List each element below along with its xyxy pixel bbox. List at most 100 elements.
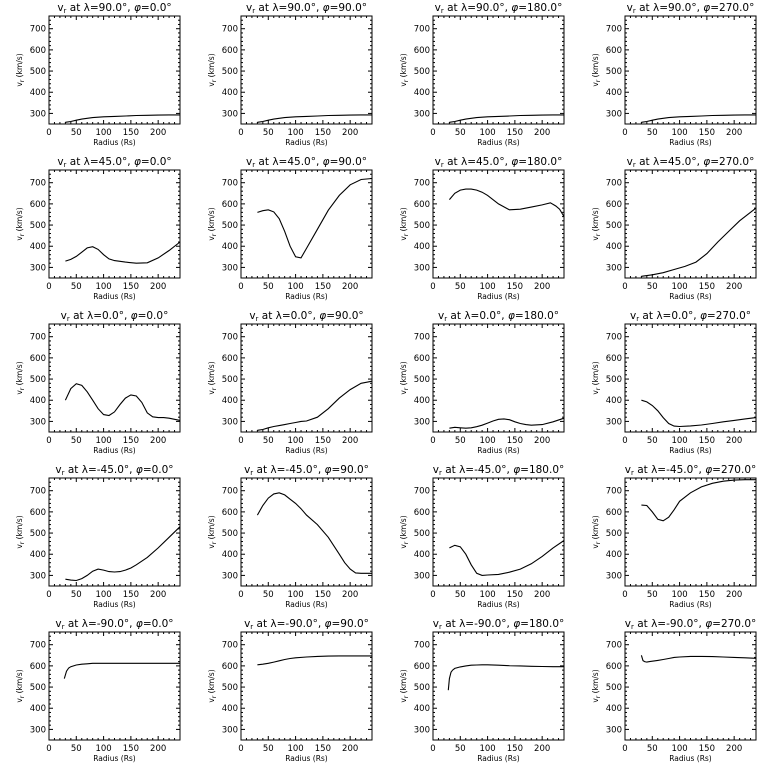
chart-panel: vr at λ=90.0°, φ=180.0° 0 50 100 150 200 300 40…: [399, 2, 565, 147]
chart-panel: vr at λ=-90.0°, φ=0.0° 0 50 100 150 200 300 400…: [15, 618, 181, 763]
x-axis-label: Radius (Rs): [285, 600, 328, 609]
chart-title: vr at λ=-90.0°, φ=180.0°: [433, 618, 565, 631]
y-tick-label: 600: [606, 662, 622, 672]
x-tick-label: 150: [315, 436, 331, 446]
x-tick-label: 100: [287, 744, 303, 754]
y-tick-label: 600: [606, 354, 622, 364]
x-tick-label: 0: [430, 128, 435, 138]
y-tick-label: 600: [606, 200, 622, 210]
y-axis-label: vr (km/s): [399, 669, 410, 702]
x-tick-label: 150: [507, 744, 523, 754]
x-tick-label: 0: [622, 128, 627, 138]
x-tick-label: 150: [507, 436, 523, 446]
y-tick-label: 700: [30, 25, 46, 35]
chart-panel: vr at λ=90.0°, φ=270.0° 0 50 100 150 200 300 40…: [591, 2, 757, 147]
y-axis-label: vr (km/s): [207, 515, 218, 548]
chart-title: vr at λ=-90.0°, φ=90.0°: [244, 618, 369, 631]
x-tick-label: 100: [671, 744, 687, 754]
y-tick-label: 600: [30, 200, 46, 210]
x-tick-label: 50: [455, 282, 466, 292]
plot-frame: [624, 15, 757, 125]
y-tick-label: 700: [606, 179, 622, 189]
x-tick-label: 100: [95, 128, 111, 138]
y-tick-label: 700: [222, 641, 238, 651]
y-tick-label: 300: [30, 109, 46, 119]
y-tick-label: 300: [606, 417, 622, 427]
plot-frame: [48, 631, 181, 741]
x-tick-label: 200: [150, 744, 166, 754]
x-axis-label: Radius (Rs): [669, 292, 712, 301]
y-tick-label: 700: [222, 25, 238, 35]
x-tick-label: 0: [238, 128, 243, 138]
x-tick-label: 100: [479, 128, 495, 138]
plot-frame: [240, 169, 373, 279]
y-axis-label: vr (km/s): [591, 669, 602, 702]
y-tick-label: 300: [606, 263, 622, 273]
x-tick-label: 0: [46, 590, 51, 600]
x-axis-label: Radius (Rs): [477, 138, 520, 147]
series-line: [256, 492, 372, 574]
series-line: [449, 540, 565, 576]
series-line: [641, 114, 756, 123]
x-tick-label: 150: [699, 128, 715, 138]
y-tick-label: 600: [414, 354, 430, 364]
y-axis-label: vr (km/s): [15, 361, 26, 394]
plot-frame: [240, 631, 373, 741]
y-tick-label: 500: [414, 529, 430, 539]
x-tick-label: 150: [507, 590, 523, 600]
x-tick-label: 50: [263, 436, 274, 446]
x-axis-label: Radius (Rs): [477, 292, 520, 301]
y-tick-label: 700: [606, 487, 622, 497]
x-tick-label: 50: [263, 590, 274, 600]
x-tick-label: 200: [726, 282, 742, 292]
plot-frame: [48, 15, 181, 125]
y-tick-label: 300: [30, 571, 46, 581]
y-tick-label: 300: [30, 263, 46, 273]
y-tick-label: 500: [222, 221, 238, 231]
y-tick-label: 400: [222, 704, 238, 714]
x-tick-label: 0: [46, 128, 51, 138]
y-tick-label: 300: [414, 725, 430, 735]
x-axis-label: Radius (Rs): [285, 754, 328, 763]
x-tick-label: 100: [671, 282, 687, 292]
y-axis-label: vr (km/s): [591, 361, 602, 394]
plot-frame: [624, 477, 757, 587]
x-axis-label: Radius (Rs): [93, 600, 136, 609]
x-tick-label: 200: [150, 436, 166, 446]
y-tick-label: 400: [606, 704, 622, 714]
y-axis-label: vr (km/s): [207, 361, 218, 394]
y-tick-label: 700: [606, 25, 622, 35]
x-tick-label: 0: [430, 590, 435, 600]
y-tick-label: 300: [606, 571, 622, 581]
x-tick-label: 50: [647, 436, 658, 446]
y-tick-label: 400: [30, 396, 46, 406]
chart-panel: vr at λ=90.0°, φ=0.0° 0 50 100 150 200 300 400 5…: [15, 2, 181, 147]
plot-frame: [432, 631, 565, 741]
x-tick-label: 50: [263, 282, 274, 292]
y-tick-label: 700: [30, 179, 46, 189]
y-tick-label: 700: [414, 487, 430, 497]
y-axis-label: vr (km/s): [399, 207, 410, 240]
y-tick-label: 400: [414, 704, 430, 714]
series-line: [65, 114, 180, 123]
y-tick-label: 300: [606, 109, 622, 119]
x-tick-label: 100: [479, 590, 495, 600]
series-line: [641, 207, 757, 277]
x-tick-label: 100: [287, 590, 303, 600]
series-line: [257, 114, 372, 123]
x-tick-label: 0: [622, 436, 627, 446]
x-tick-label: 150: [699, 590, 715, 600]
y-tick-label: 700: [414, 333, 430, 343]
x-tick-label: 150: [507, 282, 523, 292]
series-line: [641, 399, 757, 428]
x-tick-label: 100: [479, 744, 495, 754]
chart-panel: vr at λ=0.0°, φ=270.0° 0 50 100 150 200 300 400…: [591, 310, 757, 455]
plot-frame: [240, 323, 373, 433]
y-tick-label: 500: [606, 529, 622, 539]
y-axis-label: vr (km/s): [399, 53, 410, 86]
y-axis-label: vr (km/s): [207, 669, 218, 702]
x-tick-label: 50: [455, 590, 466, 600]
plot-frame: [48, 169, 181, 279]
x-tick-label: 100: [671, 128, 687, 138]
y-tick-label: 600: [30, 354, 46, 364]
